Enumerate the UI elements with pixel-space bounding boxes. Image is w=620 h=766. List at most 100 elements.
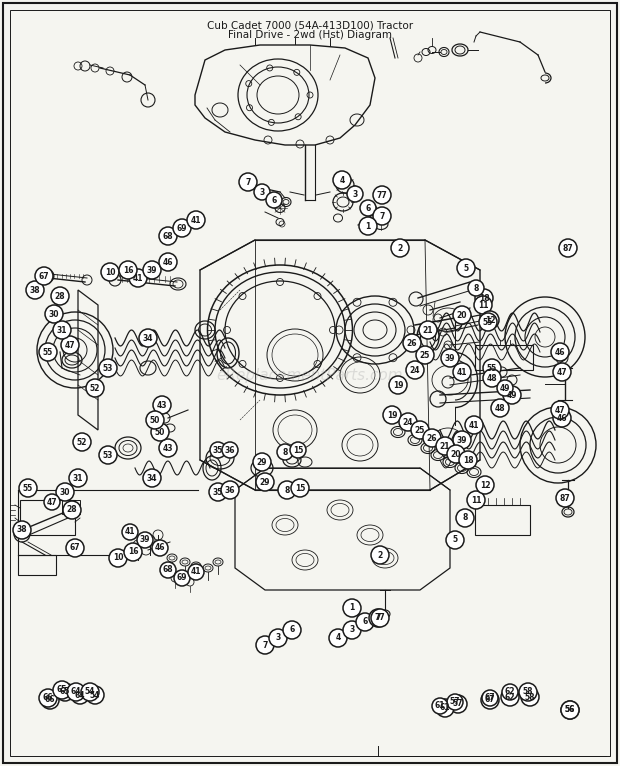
Text: 39: 39 bbox=[140, 535, 150, 545]
Circle shape bbox=[86, 686, 104, 704]
Circle shape bbox=[73, 433, 91, 451]
Circle shape bbox=[373, 207, 391, 225]
Text: 87: 87 bbox=[562, 244, 574, 253]
Circle shape bbox=[359, 217, 377, 235]
Circle shape bbox=[333, 171, 351, 189]
Text: 41: 41 bbox=[133, 273, 143, 283]
Text: 2: 2 bbox=[378, 551, 383, 559]
Circle shape bbox=[502, 684, 518, 700]
Text: 52: 52 bbox=[77, 437, 87, 447]
Circle shape bbox=[160, 562, 176, 578]
Text: 31: 31 bbox=[57, 326, 67, 335]
Circle shape bbox=[124, 543, 142, 561]
Text: 8: 8 bbox=[463, 513, 467, 522]
Circle shape bbox=[173, 219, 191, 237]
Circle shape bbox=[491, 399, 509, 417]
Text: 6: 6 bbox=[272, 195, 277, 205]
Circle shape bbox=[551, 401, 569, 419]
Circle shape bbox=[13, 521, 31, 539]
Text: 36: 36 bbox=[224, 446, 235, 454]
Text: 77: 77 bbox=[374, 614, 386, 623]
Text: 61: 61 bbox=[435, 702, 445, 711]
Text: 48: 48 bbox=[495, 404, 505, 413]
Text: 54: 54 bbox=[90, 690, 100, 699]
Text: 49: 49 bbox=[507, 391, 517, 400]
Text: 21: 21 bbox=[423, 326, 433, 335]
Text: 55: 55 bbox=[483, 317, 493, 326]
Circle shape bbox=[456, 509, 474, 527]
Text: 19: 19 bbox=[392, 381, 403, 389]
Text: 16: 16 bbox=[123, 266, 133, 274]
Text: 77: 77 bbox=[376, 191, 388, 199]
Text: 41: 41 bbox=[191, 568, 202, 577]
Text: 12: 12 bbox=[485, 316, 495, 325]
Circle shape bbox=[447, 694, 463, 710]
Circle shape bbox=[256, 636, 274, 654]
Circle shape bbox=[449, 695, 467, 713]
Circle shape bbox=[475, 289, 493, 307]
Text: 67: 67 bbox=[485, 693, 495, 702]
Text: 50: 50 bbox=[150, 415, 160, 424]
Text: 67: 67 bbox=[69, 544, 81, 552]
Circle shape bbox=[53, 681, 71, 699]
Circle shape bbox=[266, 192, 282, 208]
Text: 57: 57 bbox=[450, 698, 460, 706]
Circle shape bbox=[436, 437, 454, 455]
Text: 30: 30 bbox=[60, 487, 70, 496]
Text: 55: 55 bbox=[23, 483, 33, 493]
Text: 11: 11 bbox=[471, 496, 481, 505]
Circle shape bbox=[61, 336, 79, 354]
Circle shape bbox=[497, 380, 513, 396]
Circle shape bbox=[406, 361, 424, 379]
Text: 39: 39 bbox=[445, 353, 455, 362]
Text: 66: 66 bbox=[45, 696, 55, 705]
Text: 6: 6 bbox=[362, 617, 368, 627]
Text: 55: 55 bbox=[43, 348, 53, 356]
Text: 3: 3 bbox=[275, 633, 281, 643]
Text: 15: 15 bbox=[295, 483, 305, 493]
Bar bbox=[62, 500, 80, 514]
Circle shape bbox=[441, 349, 459, 367]
Circle shape bbox=[71, 686, 89, 704]
Circle shape bbox=[99, 359, 117, 377]
Circle shape bbox=[474, 296, 492, 314]
Circle shape bbox=[453, 306, 471, 324]
Text: 34: 34 bbox=[143, 333, 153, 342]
Text: 66: 66 bbox=[43, 693, 53, 702]
Circle shape bbox=[519, 683, 537, 701]
Text: 39: 39 bbox=[457, 436, 467, 444]
Circle shape bbox=[143, 261, 161, 279]
Text: 64: 64 bbox=[75, 690, 86, 699]
Bar bbox=[18, 555, 56, 575]
Circle shape bbox=[476, 476, 494, 494]
Circle shape bbox=[137, 532, 153, 548]
Text: 53: 53 bbox=[103, 364, 113, 372]
Text: 19: 19 bbox=[387, 411, 397, 420]
Text: 52: 52 bbox=[90, 384, 100, 392]
Circle shape bbox=[63, 501, 81, 519]
Circle shape bbox=[19, 479, 37, 497]
Text: 28: 28 bbox=[55, 292, 65, 300]
Text: 5: 5 bbox=[463, 264, 469, 273]
Circle shape bbox=[503, 386, 521, 404]
Text: 29: 29 bbox=[260, 477, 270, 486]
Circle shape bbox=[129, 269, 147, 287]
Circle shape bbox=[479, 313, 497, 331]
Circle shape bbox=[453, 431, 471, 449]
Text: 55: 55 bbox=[487, 364, 497, 372]
Circle shape bbox=[399, 413, 417, 431]
Circle shape bbox=[283, 621, 301, 639]
Text: 20: 20 bbox=[457, 310, 467, 319]
Text: 15: 15 bbox=[293, 446, 303, 454]
Circle shape bbox=[139, 329, 157, 347]
Text: 69: 69 bbox=[177, 224, 187, 233]
Text: 41: 41 bbox=[191, 215, 202, 224]
Text: 25: 25 bbox=[420, 351, 430, 359]
Text: 47: 47 bbox=[555, 405, 565, 414]
Circle shape bbox=[44, 494, 60, 510]
Text: 7: 7 bbox=[379, 211, 384, 221]
Circle shape bbox=[56, 483, 74, 501]
Circle shape bbox=[66, 539, 84, 557]
Bar bbox=[20, 500, 75, 535]
Text: 25: 25 bbox=[415, 425, 425, 434]
